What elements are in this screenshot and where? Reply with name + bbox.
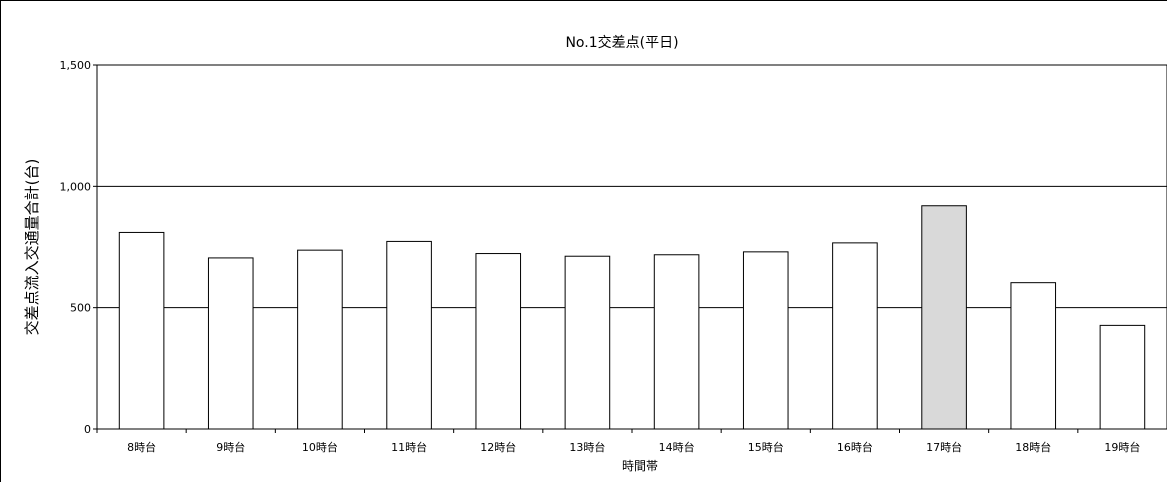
plot-area	[96, 64, 1167, 430]
x-tick-label: 16時台	[837, 440, 873, 454]
x-tick-label: 18時台	[1015, 440, 1051, 454]
x-tick-label: 12時台	[480, 440, 516, 454]
bars	[118, 205, 1146, 430]
bar-1	[118, 231, 165, 430]
bar-8	[742, 251, 789, 430]
bar-12	[1099, 324, 1146, 430]
bar-2	[207, 257, 254, 430]
y-axis-ticks: 0 500 1,000 1,500	[60, 59, 97, 436]
x-tick-label: 17時台	[926, 440, 962, 454]
bar-10	[921, 205, 967, 430]
x-axis-label: 時間帯	[622, 459, 658, 473]
x-tick-label: 9時台	[216, 440, 245, 454]
y-tick-label: 1,000	[60, 180, 92, 193]
bar-6	[564, 255, 611, 430]
x-tick-label: 19時台	[1104, 440, 1140, 454]
x-tick-label: 15時台	[748, 440, 784, 454]
x-axis-ticks: 8時台 9時台 10時台 11時台 12時台 13時台 14時台 15時台 16時台 17時台 18…	[96, 429, 1140, 454]
bar-5	[475, 253, 522, 430]
bar-3	[297, 249, 343, 430]
bar-9	[832, 242, 878, 430]
x-tick-label: 13時台	[569, 440, 605, 454]
y-axis-label: 交差点流入交通量合計(台)	[23, 159, 41, 336]
bar-4	[386, 240, 432, 430]
y-tick-label: 0	[84, 423, 91, 436]
gridlines	[97, 185, 1167, 309]
x-tick-label: 10時台	[302, 440, 338, 454]
bar-7	[653, 254, 700, 430]
x-tick-label: 14時台	[659, 440, 695, 454]
chart-title: No.1交差点(平日)	[565, 34, 678, 51]
y-tick-label: 500	[70, 302, 91, 315]
y-tick-label: 1,500	[60, 59, 92, 72]
x-tick-label: 8時台	[127, 440, 156, 454]
x-tick-label: 11時台	[391, 440, 427, 454]
bar-11	[1010, 282, 1057, 430]
